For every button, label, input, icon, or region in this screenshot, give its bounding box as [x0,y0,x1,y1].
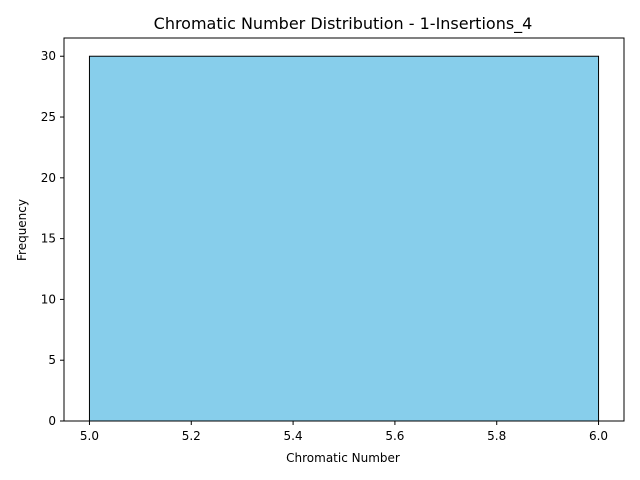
y-axis-label: Frequency [15,199,29,261]
chart-title: Chromatic Number Distribution - 1-Insert… [154,14,533,34]
y-tick-label: 5 [48,353,56,367]
x-tick-label: 6.0 [589,429,608,443]
x-axis-label: Chromatic Number [286,451,400,465]
plot-frame [63,37,625,422]
x-tick-label: 5.8 [487,429,506,443]
x-tick-label: 5.4 [284,429,303,443]
y-tick-label: 10 [41,292,56,306]
x-tick-label: 5.6 [385,429,404,443]
x-tick-label: 5.0 [80,429,99,443]
y-axis-ticks: 0 5 10 15 20 25 30 [41,49,64,428]
x-axis-ticks: 5.0 5.2 5.4 5.6 5.8 6.0 [80,421,608,443]
histogram-bar-0 [88,55,600,422]
x-tick-label: 5.2 [182,429,201,443]
y-tick-label: 25 [41,110,56,124]
y-tick-label: 30 [41,49,56,63]
y-tick-label: 0 [48,414,56,428]
bars-group [88,55,600,422]
y-tick-label: 15 [41,232,56,246]
y-tick-label: 20 [41,171,56,185]
